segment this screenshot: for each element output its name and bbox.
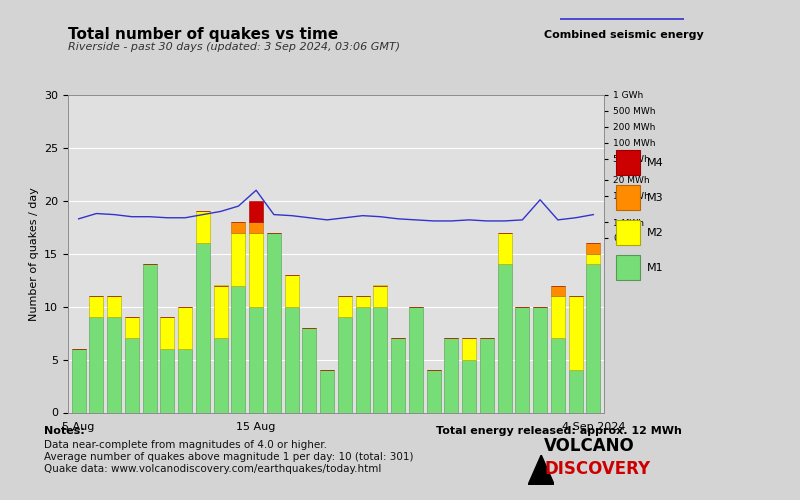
Bar [586,254,601,264]
Bar [160,349,174,412]
Bar [498,264,512,412]
Bar [90,296,103,318]
Bar [569,296,582,370]
Bar [338,296,352,318]
Text: Average number of quakes above magnitude 1 per day: 10 (total: 301): Average number of quakes above magnitude… [44,452,414,462]
Text: M2: M2 [646,228,663,237]
Text: Total number of quakes vs time: Total number of quakes vs time [68,28,338,42]
Bar [533,306,547,412]
Bar [515,306,530,412]
Text: Riverside - past 30 days (updated: 3 Sep 2024, 03:06 GMT): Riverside - past 30 days (updated: 3 Sep… [68,42,400,52]
Bar [231,222,246,232]
Bar [426,370,441,412]
Bar [338,318,352,412]
Bar [391,338,406,412]
Bar [374,286,387,306]
Text: Data near-complete from magnitudes of 4.0 or higher.: Data near-complete from magnitudes of 4.… [44,440,327,450]
Text: VOLCANO: VOLCANO [544,437,634,455]
Bar [586,243,601,254]
Bar [550,286,565,296]
Bar [409,306,423,412]
Bar [355,306,370,412]
Bar [214,338,228,412]
Bar [214,286,228,339]
Bar [160,318,174,349]
Bar [249,222,263,232]
Bar [462,360,476,412]
Bar [266,232,281,412]
Bar [107,318,122,412]
Bar [231,286,246,412]
Bar [355,296,370,306]
Bar [196,243,210,412]
Text: M1: M1 [646,262,663,272]
Bar [90,318,103,412]
Text: M4: M4 [646,158,663,168]
Bar [586,264,601,412]
Bar [302,328,317,412]
Bar [249,201,263,222]
Bar [178,349,192,412]
Bar [320,370,334,412]
Bar [550,338,565,412]
Bar [550,296,565,339]
Text: Combined seismic energy: Combined seismic energy [544,30,704,40]
Bar [285,275,298,306]
Bar [107,296,122,318]
Bar [249,232,263,306]
Bar [142,264,157,412]
Text: Quake data: www.volcanodiscovery.com/earthquakes/today.html: Quake data: www.volcanodiscovery.com/ear… [44,464,382,474]
Bar [569,370,582,412]
Y-axis label: Number of quakes / day: Number of quakes / day [29,187,38,320]
Polygon shape [528,455,554,485]
Bar [231,232,246,285]
Bar [125,338,139,412]
Bar [462,338,476,359]
Bar [196,212,210,243]
Text: M3: M3 [646,192,663,202]
Text: Notes:: Notes: [44,426,85,436]
Text: Total energy released: approx. 12 MWh: Total energy released: approx. 12 MWh [436,426,682,436]
Bar [71,349,86,412]
Bar [444,338,458,412]
Bar [249,306,263,412]
Text: DISCOVERY: DISCOVERY [544,460,650,477]
Bar [178,306,192,349]
Bar [374,306,387,412]
Bar [285,306,298,412]
Bar [498,232,512,264]
Bar [125,317,139,338]
Bar [480,338,494,412]
